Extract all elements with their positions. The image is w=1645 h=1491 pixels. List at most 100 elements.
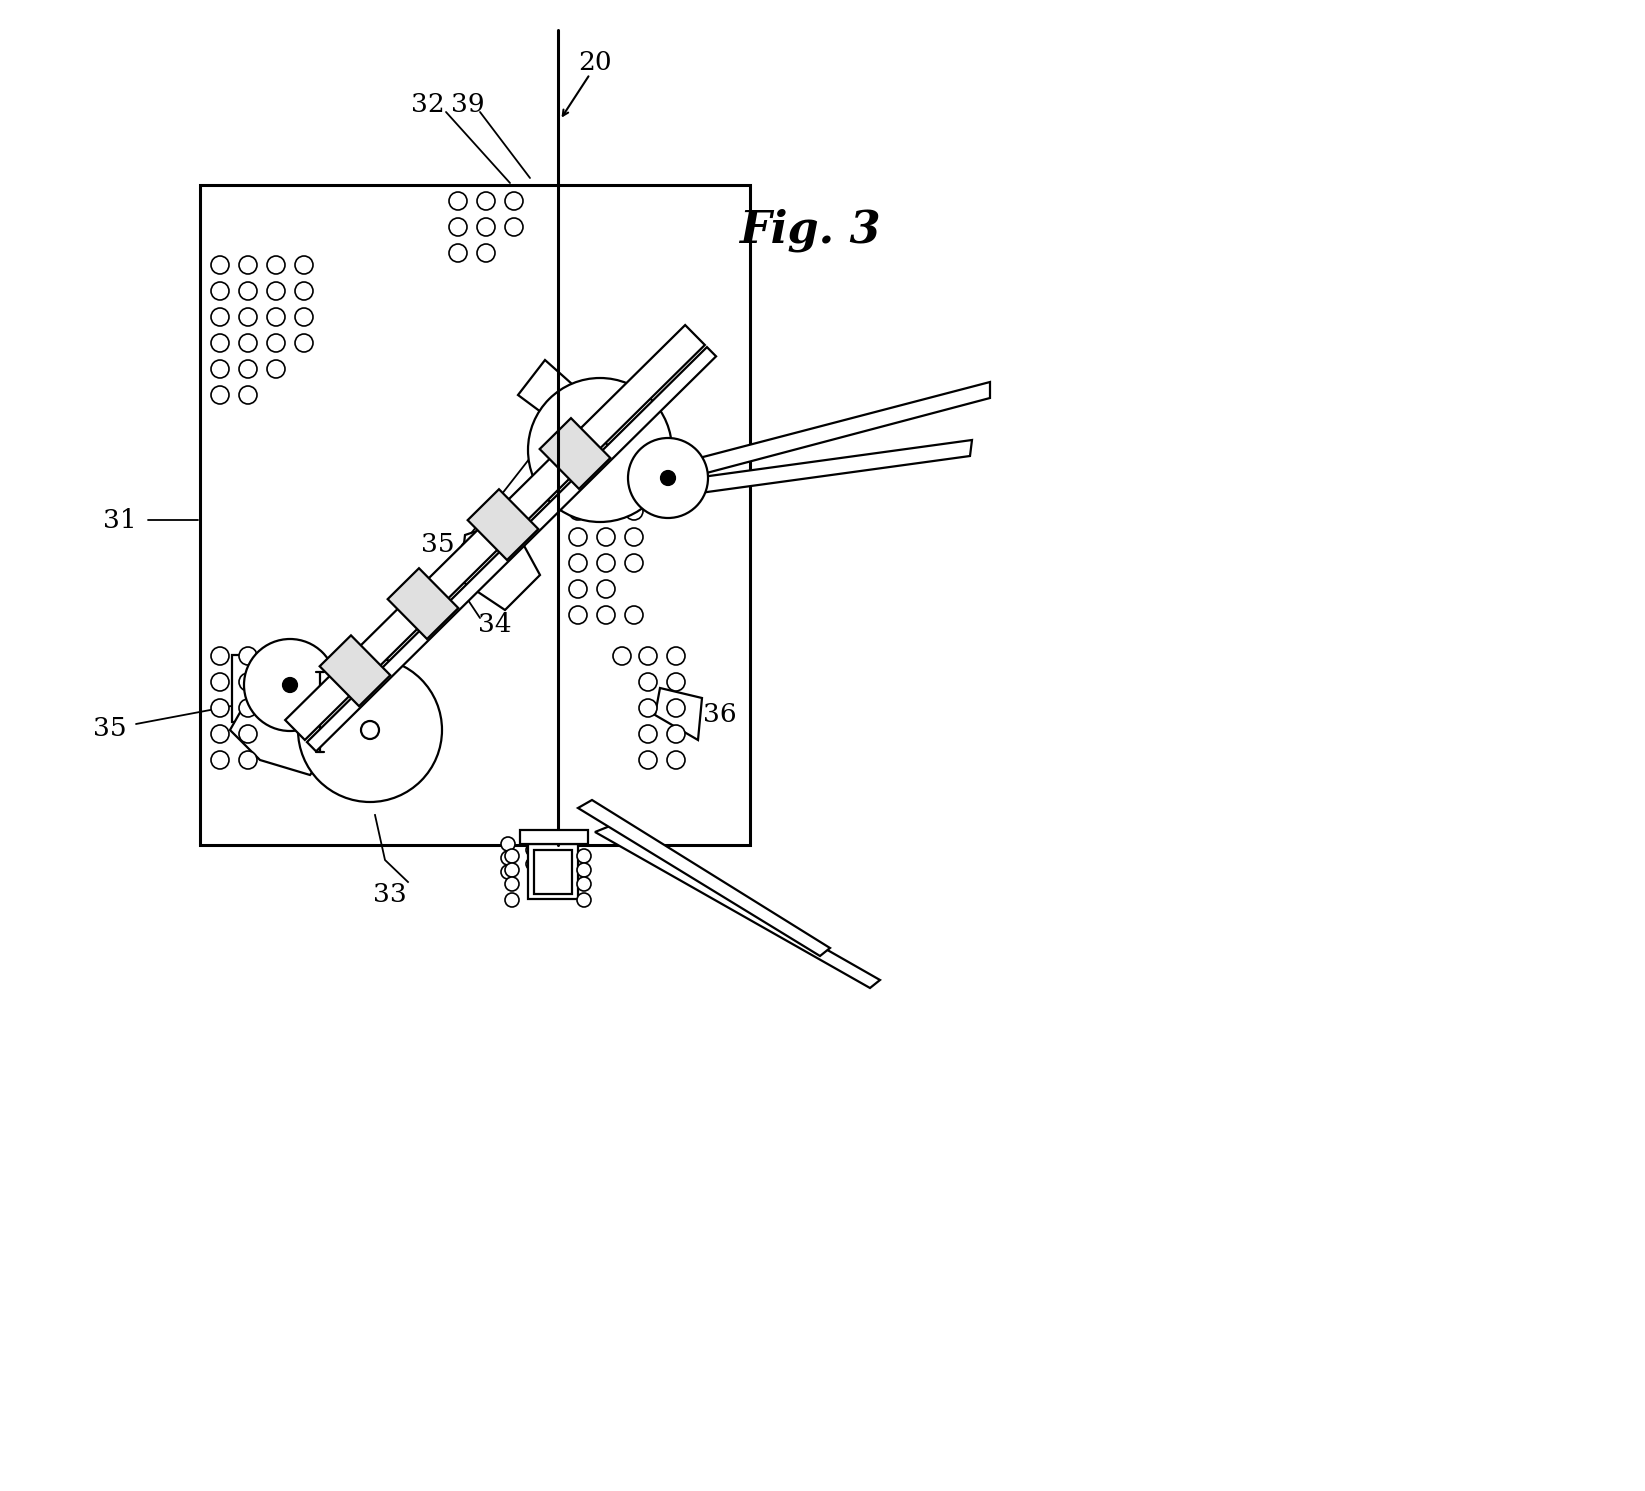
Circle shape [239,359,257,379]
Circle shape [266,699,285,717]
Circle shape [569,502,587,520]
Circle shape [505,877,520,892]
Circle shape [597,528,615,546]
Circle shape [239,334,257,352]
Circle shape [666,725,684,743]
Text: 33: 33 [373,883,406,908]
Circle shape [526,830,538,842]
Circle shape [239,699,257,717]
Circle shape [477,245,495,262]
Circle shape [505,848,520,863]
Text: 36: 36 [702,702,737,728]
Circle shape [211,699,229,717]
Polygon shape [540,417,610,489]
Bar [520,830,587,844]
Circle shape [638,751,656,769]
Circle shape [283,678,298,692]
Text: 35: 35 [421,532,454,558]
Circle shape [449,218,467,236]
Circle shape [569,528,587,546]
Circle shape [528,379,673,522]
Circle shape [239,672,257,690]
Circle shape [294,309,313,327]
Circle shape [243,640,336,731]
Circle shape [569,580,587,598]
Circle shape [266,309,285,327]
Circle shape [266,334,285,352]
Circle shape [239,647,257,665]
Text: 31: 31 [104,507,137,532]
Circle shape [625,605,643,625]
Circle shape [360,722,378,740]
Circle shape [266,256,285,274]
Polygon shape [319,635,390,707]
Circle shape [577,877,591,892]
Circle shape [569,555,587,573]
Circle shape [614,647,632,665]
Circle shape [211,256,229,274]
Circle shape [239,256,257,274]
Circle shape [211,359,229,379]
Circle shape [266,359,285,379]
Text: 32: 32 [411,92,444,118]
Circle shape [666,699,684,717]
Circle shape [211,386,229,404]
Circle shape [211,282,229,300]
Circle shape [211,334,229,352]
Circle shape [211,309,229,327]
Circle shape [505,893,520,907]
Circle shape [239,386,257,404]
Circle shape [239,282,257,300]
Circle shape [502,851,515,865]
Circle shape [449,245,467,262]
Circle shape [564,830,576,842]
Polygon shape [388,568,459,640]
Text: Fig. 3: Fig. 3 [739,209,880,252]
Bar [528,844,577,899]
Circle shape [577,863,591,877]
Circle shape [294,256,313,274]
Circle shape [211,725,229,743]
Polygon shape [461,520,540,610]
Circle shape [505,192,523,210]
Circle shape [502,865,515,880]
Text: 35: 35 [94,716,127,741]
Circle shape [526,857,538,871]
Circle shape [591,441,609,459]
Circle shape [638,699,656,717]
Circle shape [477,218,495,236]
Circle shape [211,672,229,690]
Circle shape [628,438,707,517]
Circle shape [564,857,576,871]
Polygon shape [467,489,538,561]
Polygon shape [595,826,880,989]
Circle shape [666,672,684,690]
Circle shape [625,555,643,573]
Circle shape [666,647,684,665]
Circle shape [239,725,257,743]
Circle shape [569,605,587,625]
Circle shape [597,555,615,573]
Polygon shape [232,655,317,722]
Circle shape [239,751,257,769]
Circle shape [477,192,495,210]
Circle shape [666,751,684,769]
Circle shape [526,844,538,856]
Circle shape [625,502,643,520]
Polygon shape [285,325,704,740]
Circle shape [638,647,656,665]
Bar [535,850,572,895]
Circle shape [661,471,674,485]
Circle shape [597,502,615,520]
Polygon shape [308,347,716,751]
Polygon shape [630,455,679,510]
Bar [201,185,750,845]
Circle shape [597,605,615,625]
Circle shape [239,309,257,327]
Circle shape [577,848,591,863]
Polygon shape [518,359,591,438]
Polygon shape [655,687,702,740]
Circle shape [505,218,523,236]
Polygon shape [577,801,831,956]
Circle shape [638,725,656,743]
